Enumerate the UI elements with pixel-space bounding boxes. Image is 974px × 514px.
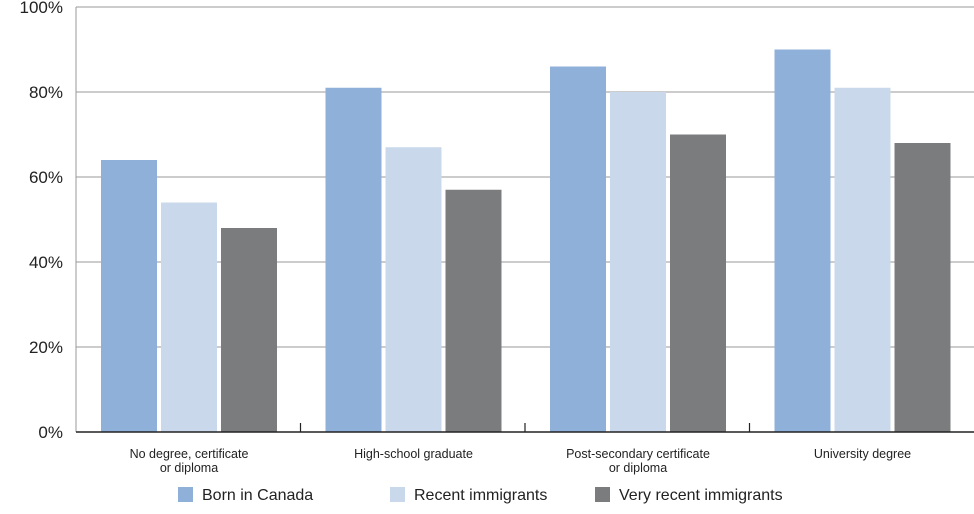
bars xyxy=(101,49,951,432)
y-axis-ticks: 0% 20% 40% 60% 80% 100% xyxy=(20,0,63,442)
legend-swatch xyxy=(178,487,193,502)
legend-swatch xyxy=(595,487,610,502)
bar xyxy=(550,66,606,432)
bar xyxy=(385,147,442,432)
bar xyxy=(325,87,382,432)
bar xyxy=(161,202,217,432)
x-tick-label-line: No degree, certificate xyxy=(130,447,249,461)
legend-label: Recent immigrants xyxy=(414,487,547,504)
x-axis xyxy=(76,423,974,433)
bar xyxy=(894,143,951,432)
x-tick-label: High-school graduate xyxy=(354,447,473,461)
legend: Born in Canada Recent immigrants Very rece… xyxy=(178,487,783,504)
legend-label: Very recent immigrants xyxy=(619,487,783,504)
legend-swatch xyxy=(390,487,405,502)
x-tick-label-line: or diploma xyxy=(609,461,667,475)
x-tick-label-line: or diploma xyxy=(160,461,218,475)
x-tick-label-line: University degree xyxy=(814,447,911,461)
x-tick-label-line: Post-secondary certificate xyxy=(566,447,710,461)
bar xyxy=(221,228,277,432)
x-tick-label-line: High-school graduate xyxy=(354,447,473,461)
x-axis-ticks: No degree, certificate or diplomaHigh-sch… xyxy=(130,447,912,475)
legend-label: Born in Canada xyxy=(202,487,313,504)
bar xyxy=(101,160,157,432)
bar xyxy=(445,189,502,432)
x-tick-label: No degree, certificate or diploma xyxy=(130,447,249,475)
x-tick-label: Post-secondary certificate or diploma xyxy=(566,447,710,475)
y-tick-label: 60% xyxy=(29,168,63,187)
bar xyxy=(610,92,666,432)
y-tick-label: 40% xyxy=(29,253,63,272)
y-tick-label: 0% xyxy=(38,423,63,442)
y-tick-label: 20% xyxy=(29,338,63,357)
x-tick-label: University degree xyxy=(814,447,911,461)
bar xyxy=(774,49,831,432)
y-tick-label: 80% xyxy=(29,83,63,102)
bar xyxy=(670,134,726,432)
bar xyxy=(834,87,891,432)
y-tick-label: 100% xyxy=(20,0,63,17)
